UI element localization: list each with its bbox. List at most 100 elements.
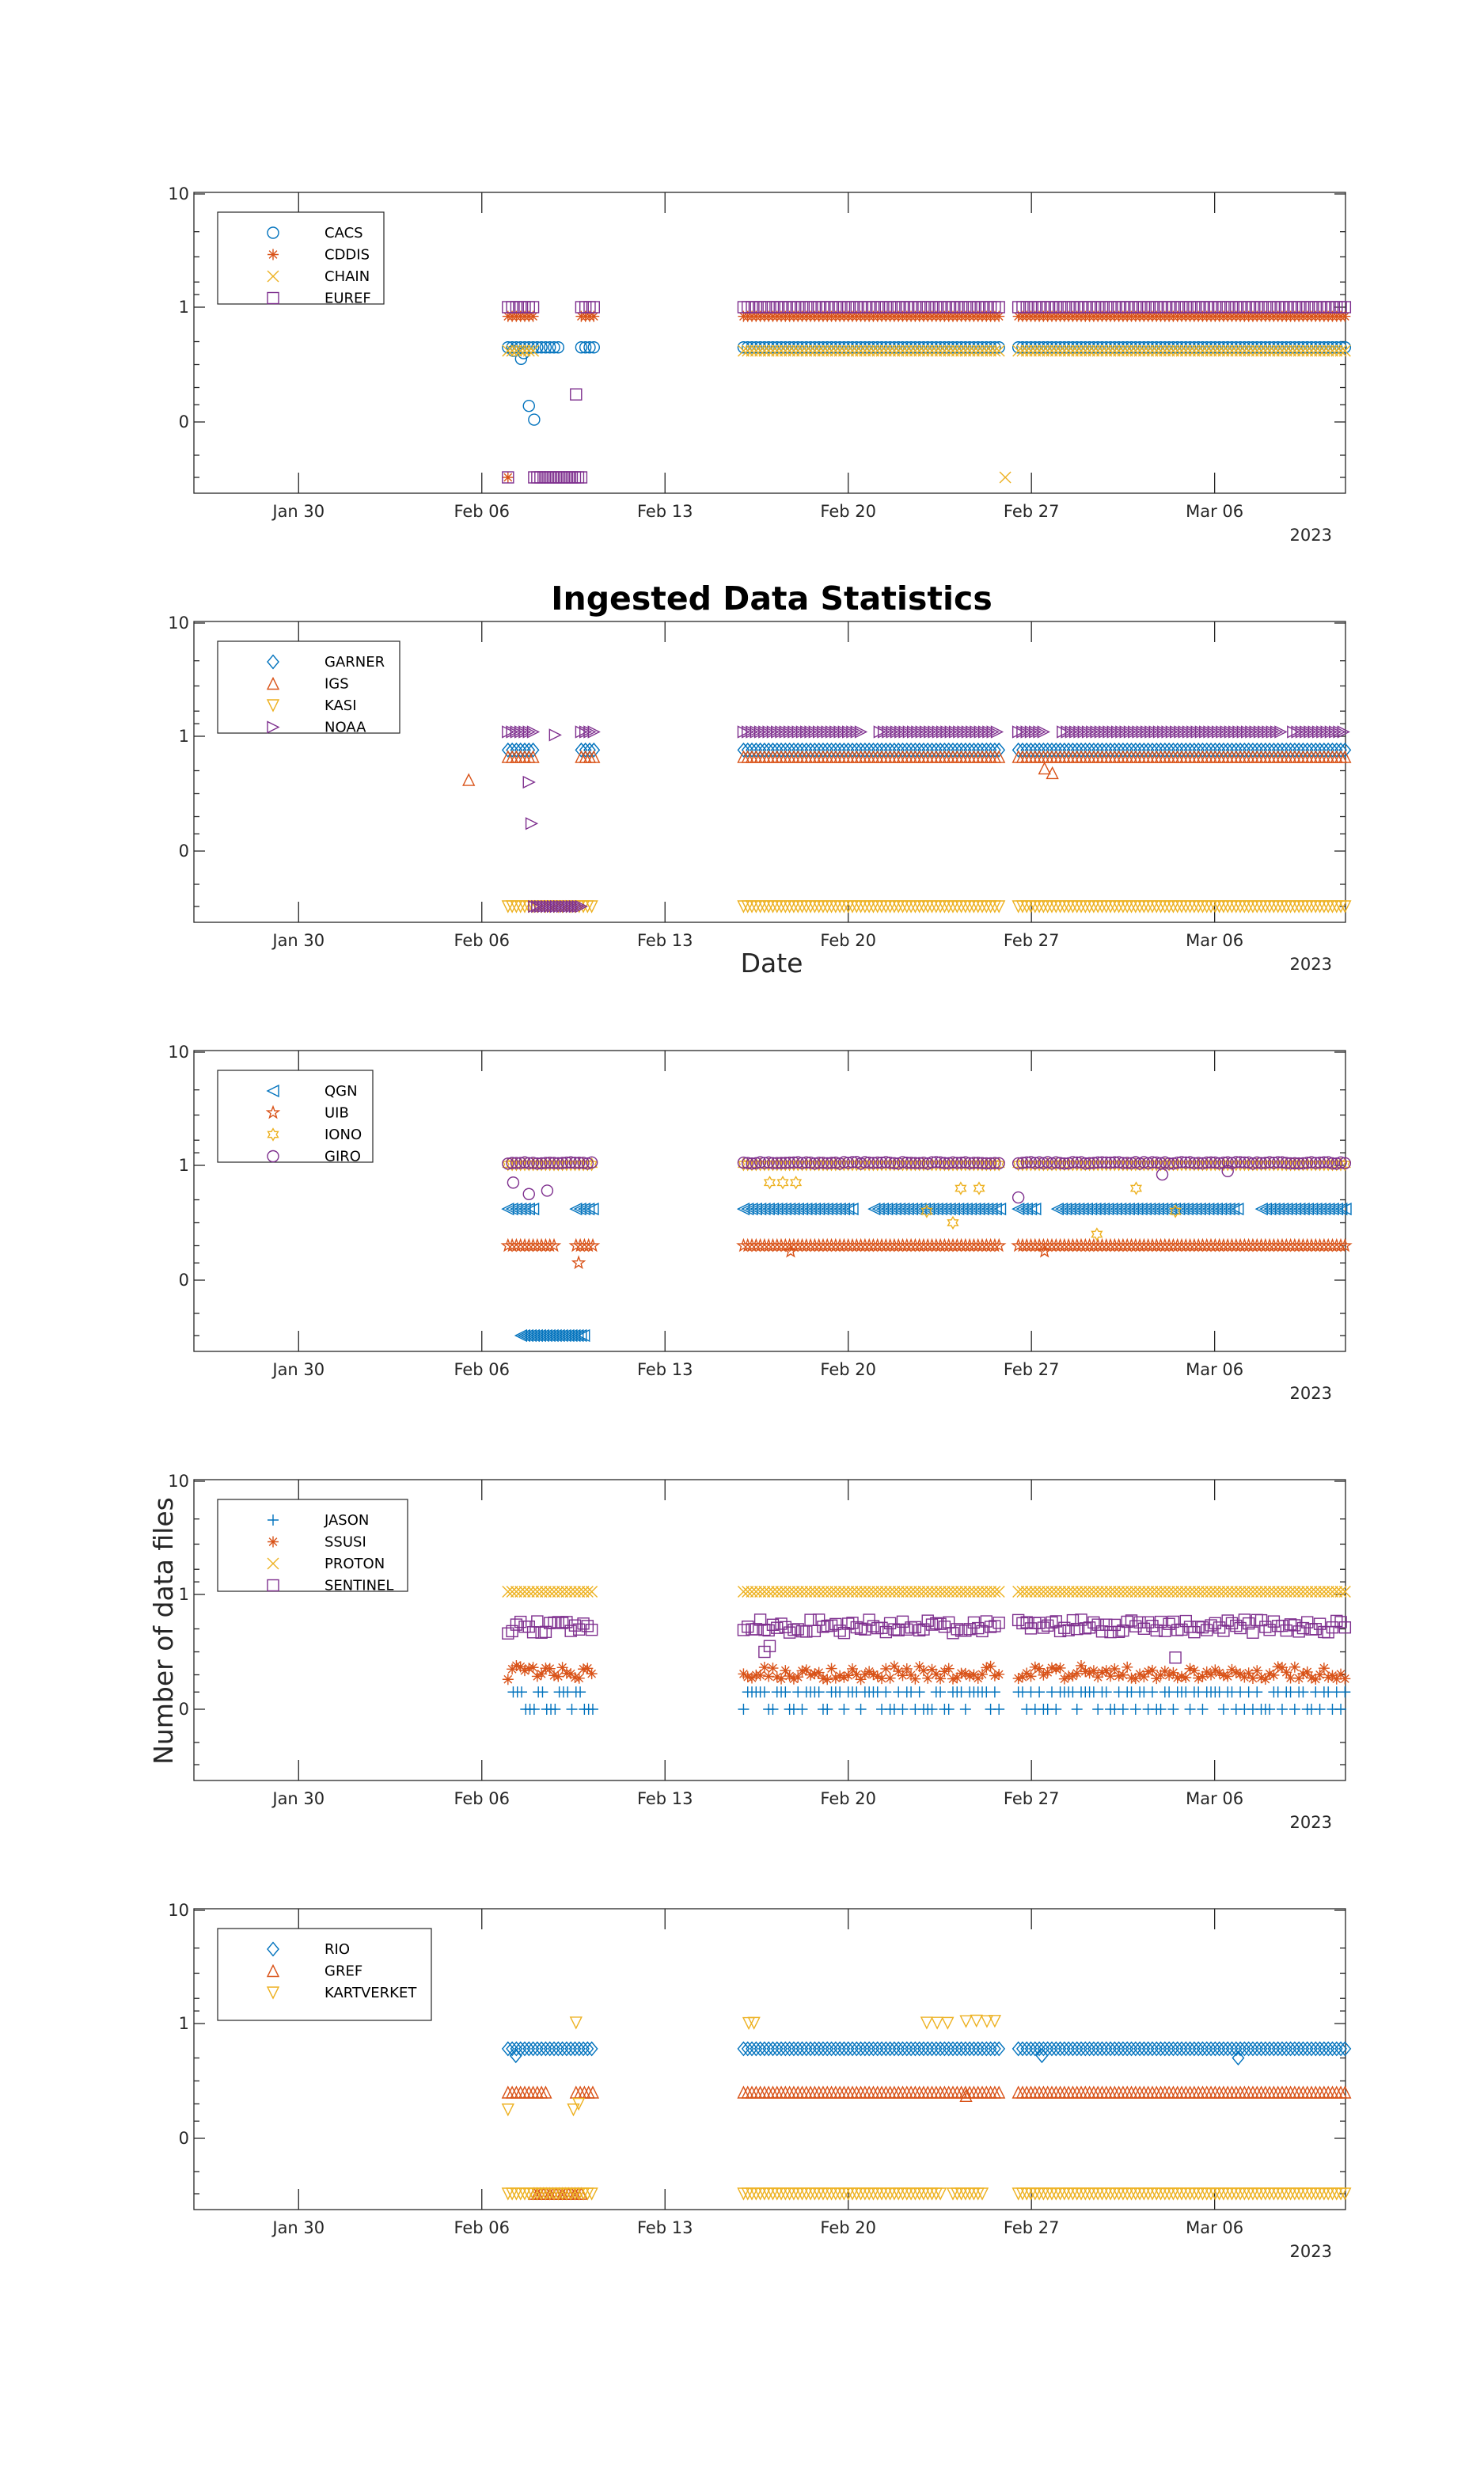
data-point-noaa <box>1170 725 1183 739</box>
data-point-noaa <box>565 899 579 914</box>
data-point-giro <box>581 1157 594 1170</box>
data-point-proton <box>1276 1586 1289 1598</box>
data-point-proton <box>1280 1586 1292 1598</box>
x-tick-label: Feb 06 <box>454 1360 510 1379</box>
data-point-garner <box>963 742 977 758</box>
data-point-rio <box>1280 2041 1293 2057</box>
data-point-proton <box>871 1586 884 1598</box>
data-point-qgn <box>1019 1202 1033 1216</box>
data-point-ssusi <box>1184 1663 1196 1674</box>
x-tick-label: Feb 06 <box>454 2218 510 2237</box>
data-point-chain <box>951 344 963 357</box>
data-point-garner <box>1070 742 1084 758</box>
data-point-jason <box>1276 1704 1288 1715</box>
data-point-garner <box>1108 742 1122 758</box>
data-point-ssusi <box>1067 1670 1079 1682</box>
data-point-chain <box>1137 344 1150 357</box>
data-point-proton <box>1296 1586 1309 1598</box>
data-point-chain <box>1251 344 1263 357</box>
x-tick-label: Feb 13 <box>637 931 693 950</box>
data-point-noaa <box>1311 725 1326 739</box>
data-point-giro <box>963 1157 976 1169</box>
data-point-garner <box>788 742 800 758</box>
data-point-rio <box>1254 2041 1268 2057</box>
data-point-chain <box>510 344 522 357</box>
data-point-ssusi <box>838 1671 850 1683</box>
data-point-noaa <box>1224 725 1238 739</box>
data-point-proton <box>863 1586 875 1598</box>
data-point-sentinel <box>1141 1616 1155 1628</box>
data-point-proton <box>1217 1586 1230 1598</box>
data-point-qgn <box>963 1202 977 1216</box>
data-point-qgn <box>1147 1202 1160 1216</box>
data-point-garner <box>905 742 917 758</box>
data-point-rio <box>812 2041 825 2057</box>
data-point-rio <box>526 2041 540 2057</box>
data-point-giro <box>1016 1157 1029 1169</box>
data-point-gref <box>539 2085 552 2099</box>
data-point-garner <box>1229 742 1243 758</box>
data-point-noaa <box>1165 725 1178 739</box>
data-point-proton <box>901 1586 913 1598</box>
legend-entry-euref: EUREF <box>325 291 371 307</box>
data-point-garner <box>955 742 968 758</box>
data-point-giro <box>507 1176 520 1189</box>
data-point-rio <box>1028 2041 1042 2057</box>
data-point-noaa <box>1245 725 1258 739</box>
data-point-rio <box>514 2041 527 2057</box>
data-point-rio <box>896 2041 909 2057</box>
data-point-garner <box>1062 742 1076 758</box>
x-tick-label: Feb 13 <box>637 2218 693 2237</box>
data-point-proton <box>531 1586 544 1598</box>
data-point-noaa <box>907 725 920 739</box>
data-point-rio <box>925 2041 939 2057</box>
data-point-ssusi <box>809 1668 821 1680</box>
data-point-rio <box>846 2041 859 2057</box>
data-point-sentinel <box>1205 1619 1217 1632</box>
data-point-sentinel <box>800 1625 813 1638</box>
data-point-giro <box>544 1157 556 1169</box>
data-point-garner <box>522 742 536 758</box>
data-point-cacs <box>539 341 552 354</box>
data-point-ssusi <box>1096 1666 1108 1678</box>
data-point-sentinel <box>972 1621 985 1635</box>
data-point-noaa <box>750 725 763 739</box>
legend-marker-sentinel <box>267 1579 279 1592</box>
data-point-rio <box>1284 2041 1297 2057</box>
data-point-noaa <box>775 725 788 739</box>
data-point-sentinel <box>1276 1619 1289 1632</box>
data-point-chain <box>859 344 871 357</box>
data-point-rio <box>539 2041 552 2057</box>
data-point-giro <box>1276 1156 1289 1169</box>
data-point-chain <box>905 344 917 357</box>
data-point-chain <box>1314 344 1326 357</box>
data-point-sentinel <box>925 1618 939 1631</box>
data-point-ssusi <box>1217 1670 1229 1682</box>
data-point-noaa <box>1203 725 1216 739</box>
data-point-rio <box>1238 2041 1251 2057</box>
data-point-garner <box>1251 742 1264 758</box>
data-point-sentinel <box>888 1623 901 1636</box>
data-point-proton <box>917 1586 930 1598</box>
data-point-sentinel <box>1213 1621 1226 1634</box>
data-point-rio <box>1221 2041 1235 2057</box>
legend-marker-euref <box>267 291 279 305</box>
data-point-jason <box>586 1704 598 1715</box>
data-point-noaa <box>758 725 772 739</box>
data-point-rio <box>795 2041 809 2057</box>
data-point-giro <box>817 1157 829 1169</box>
data-point-rio <box>1066 2041 1080 2057</box>
x-tick-label: Mar 06 <box>1186 931 1243 950</box>
data-point-noaa <box>575 725 588 739</box>
data-point-chain <box>1171 344 1184 357</box>
data-point-chain <box>1192 344 1205 357</box>
data-point-garner <box>879 742 893 758</box>
data-point-rio <box>854 2041 867 2057</box>
data-point-garner <box>892 742 905 758</box>
data-point-chain <box>980 344 992 357</box>
x-tick-label: Feb 06 <box>454 1789 510 1808</box>
